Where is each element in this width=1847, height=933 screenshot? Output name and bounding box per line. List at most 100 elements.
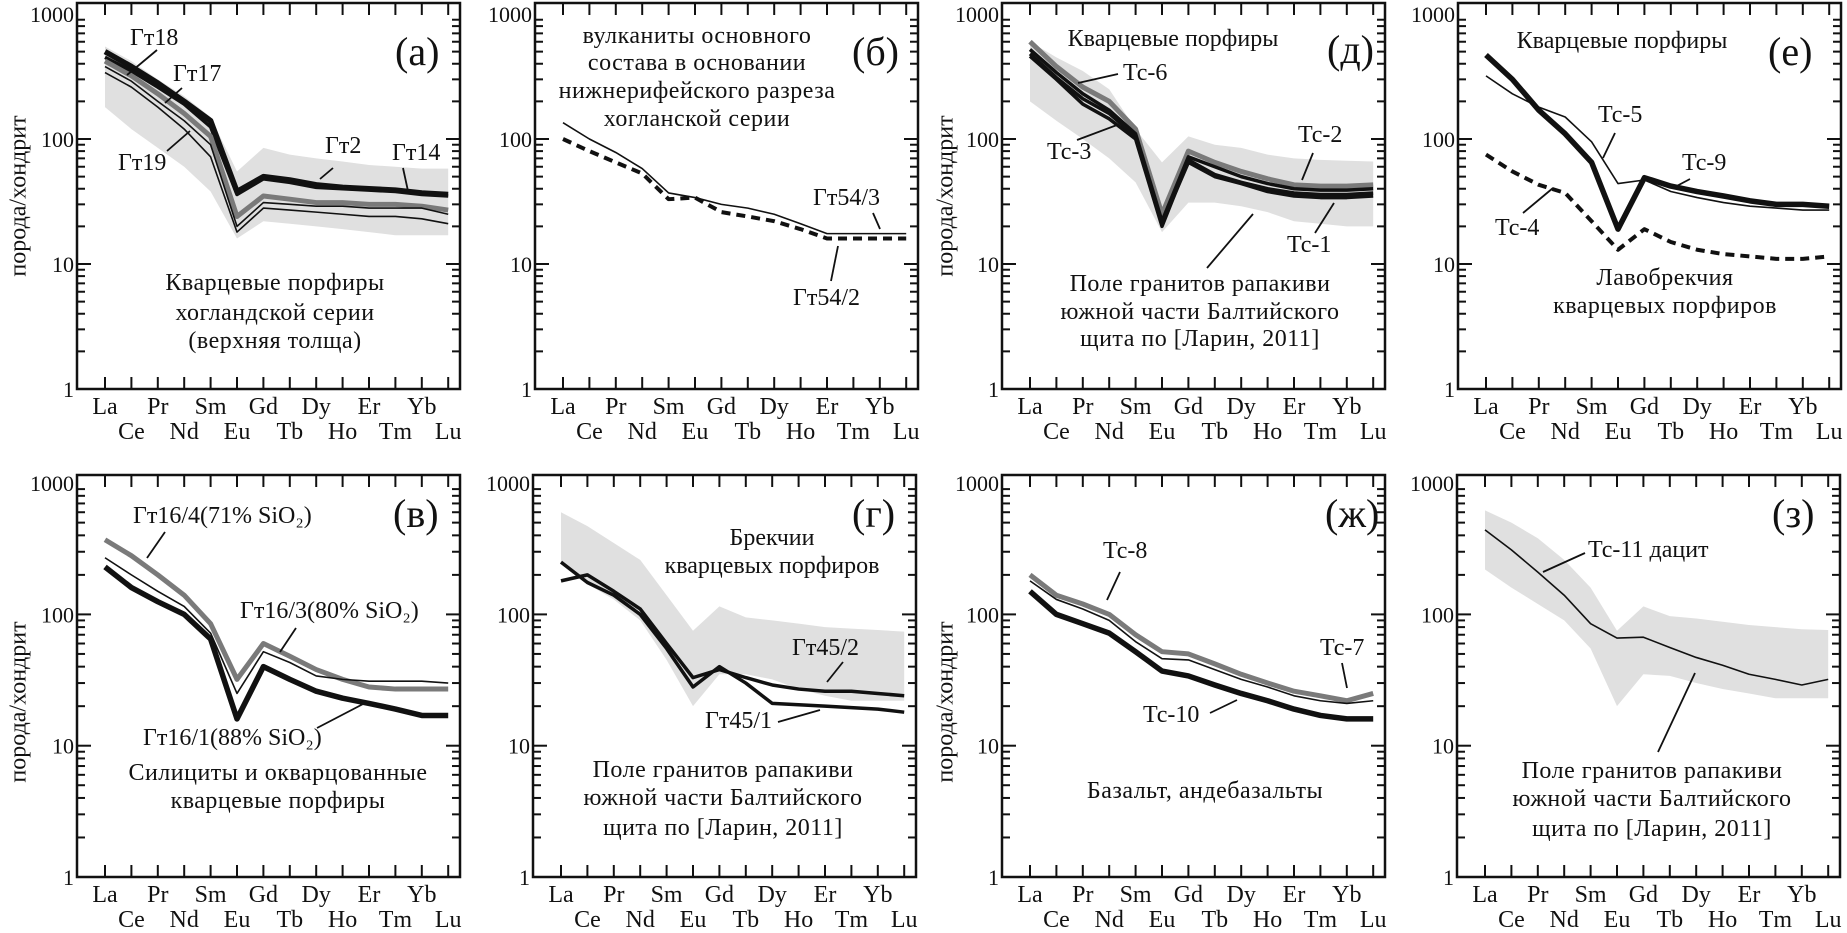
leader-line [316,702,366,729]
series-line-1 [562,122,907,235]
panel-caption: южной части Балтийского [584,785,863,811]
leader-line [402,167,409,192]
panel-caption: Кварцевые порфиры [165,270,384,296]
x-tick-label-tm: Tm [379,907,413,933]
series-line-5 [104,71,449,233]
x-tick-label-ce: Ce [1499,419,1526,445]
x-tick-label-lu: Lu [435,907,462,933]
y-tick-label: 1000 [1410,471,1454,496]
y-tick-label: 10 [510,252,532,277]
leader-line [164,87,183,104]
leader-line [1106,571,1121,601]
y-axis-label: порода/хондрит [6,115,32,277]
y-axis-label: порода/хондрит [6,621,32,783]
series-label: Гт16/3(80% SiO₂) [240,598,419,624]
leader-line [1672,178,1691,189]
x-tick-label-yb: Yb [1332,394,1361,420]
x-tick-label-lu: Lu [1815,907,1842,933]
panel-caption: Поле гранитов рапакиви [1070,271,1331,297]
series-label: Гт14 [392,140,440,166]
panel-tag: (з) [1772,491,1814,536]
x-tick-label-ho: Ho [784,907,813,933]
x-tick-label-yb: Yb [865,394,894,420]
leader-line [1602,132,1616,159]
leader-line [1542,552,1586,573]
x-tick-label-tb: Tb [1201,907,1228,933]
leader-line [146,531,166,559]
series-line-1 [1028,572,1374,704]
y-tick-label: 1 [63,377,74,402]
x-tick-label-ce: Ce [1498,907,1525,933]
y-tick-label: 1000 [955,2,999,27]
leader-line [319,167,334,180]
x-tick-label-ce: Ce [1043,419,1070,445]
series-label: Тс-7 [1320,635,1364,661]
panel-caption: Базальт, андебазальты [1087,778,1323,804]
x-tick-label-ho: Ho [328,419,357,445]
y-tick-label: 1000 [955,471,999,496]
series-label: Тс-11 дацит [1588,537,1709,563]
plot-frame [1455,473,1842,879]
panel-caption: кварцевые порфиры [171,788,386,814]
series-line-3 [1028,589,1374,722]
x-tick-label-nd: Nd [1551,419,1580,445]
x-tick-label-ho: Ho [786,419,815,445]
panel-caption: кварцевых порфиров [1553,293,1777,319]
x-tick-label-er: Er [358,882,381,908]
series-label: Кварцевые порфиры [1517,28,1728,54]
x-tick-label-gd: Gd [249,394,278,420]
x-tick-label-pr: Pr [1072,882,1093,908]
series-label: Гт17 [173,61,221,87]
x-tick-label-tm: Tm [837,419,871,445]
x-tick-label-ce: Ce [1043,907,1070,933]
x-tick-label-ce: Ce [574,907,601,933]
y-tick-label: 10 [1433,252,1455,277]
x-tick-label-nd: Nd [1095,907,1124,933]
series-line-3 [1028,54,1374,229]
x-tick-label-tb: Tb [732,907,759,933]
x-tick-label-pr: Pr [603,882,624,908]
x-tick-label-er: Er [1283,882,1306,908]
x-tick-label-nd: Nd [626,907,655,933]
series-line-3 [1484,152,1830,261]
x-tick-label-sm: Sm [653,394,685,420]
plot-frame [533,1,920,391]
x-tick-label-sm: Sm [195,882,227,908]
plot-frame [1000,1,1387,391]
series-label: Гт16/4(71% SiO₂) [133,503,312,529]
panel-caption: южной части Балтийского [1061,299,1340,325]
panel-tag: (а) [395,29,439,74]
x-tick-label-eu: Eu [224,907,251,933]
series-line-4 [104,65,449,228]
x-tick-label-sm: Sm [1120,882,1152,908]
y-tick-label: 1000 [30,2,74,27]
series-line-2 [1029,580,1374,705]
x-tick-label-dy: Dy [302,394,331,420]
y-axis-label: порода/хондрит [933,115,959,277]
y-tick-label: 100 [1422,127,1455,152]
panel-caption: вулканиты основного [583,23,812,49]
x-tick-label-lu: Lu [1816,419,1843,445]
series-label: Тс-5 [1598,102,1642,128]
x-tick-label-dy: Dy [1227,882,1256,908]
leader-line [830,245,839,282]
x-tick-label-ho: Ho [1708,907,1737,933]
x-tick-label-lu: Lu [1360,907,1387,933]
panel-caption: хогланской серии [604,106,790,132]
x-tick-label-tb: Tb [1657,419,1684,445]
x-tick-label-sm: Sm [1576,394,1608,420]
panel-caption: хогландской серии [175,300,374,326]
y-tick-label: 10 [52,734,74,759]
y-tick-label: 10 [508,734,530,759]
x-tick-label-er: Er [358,394,381,420]
x-tick-label-ce: Ce [576,419,603,445]
series-label: Гт45/2 [792,635,859,661]
x-tick-label-pr: Pr [147,882,168,908]
x-tick-label-lu: Lu [435,419,462,445]
y-tick-label: 10 [977,252,999,277]
x-tick-label-ho: Ho [1709,419,1738,445]
y-tick-label: 1 [988,865,999,890]
